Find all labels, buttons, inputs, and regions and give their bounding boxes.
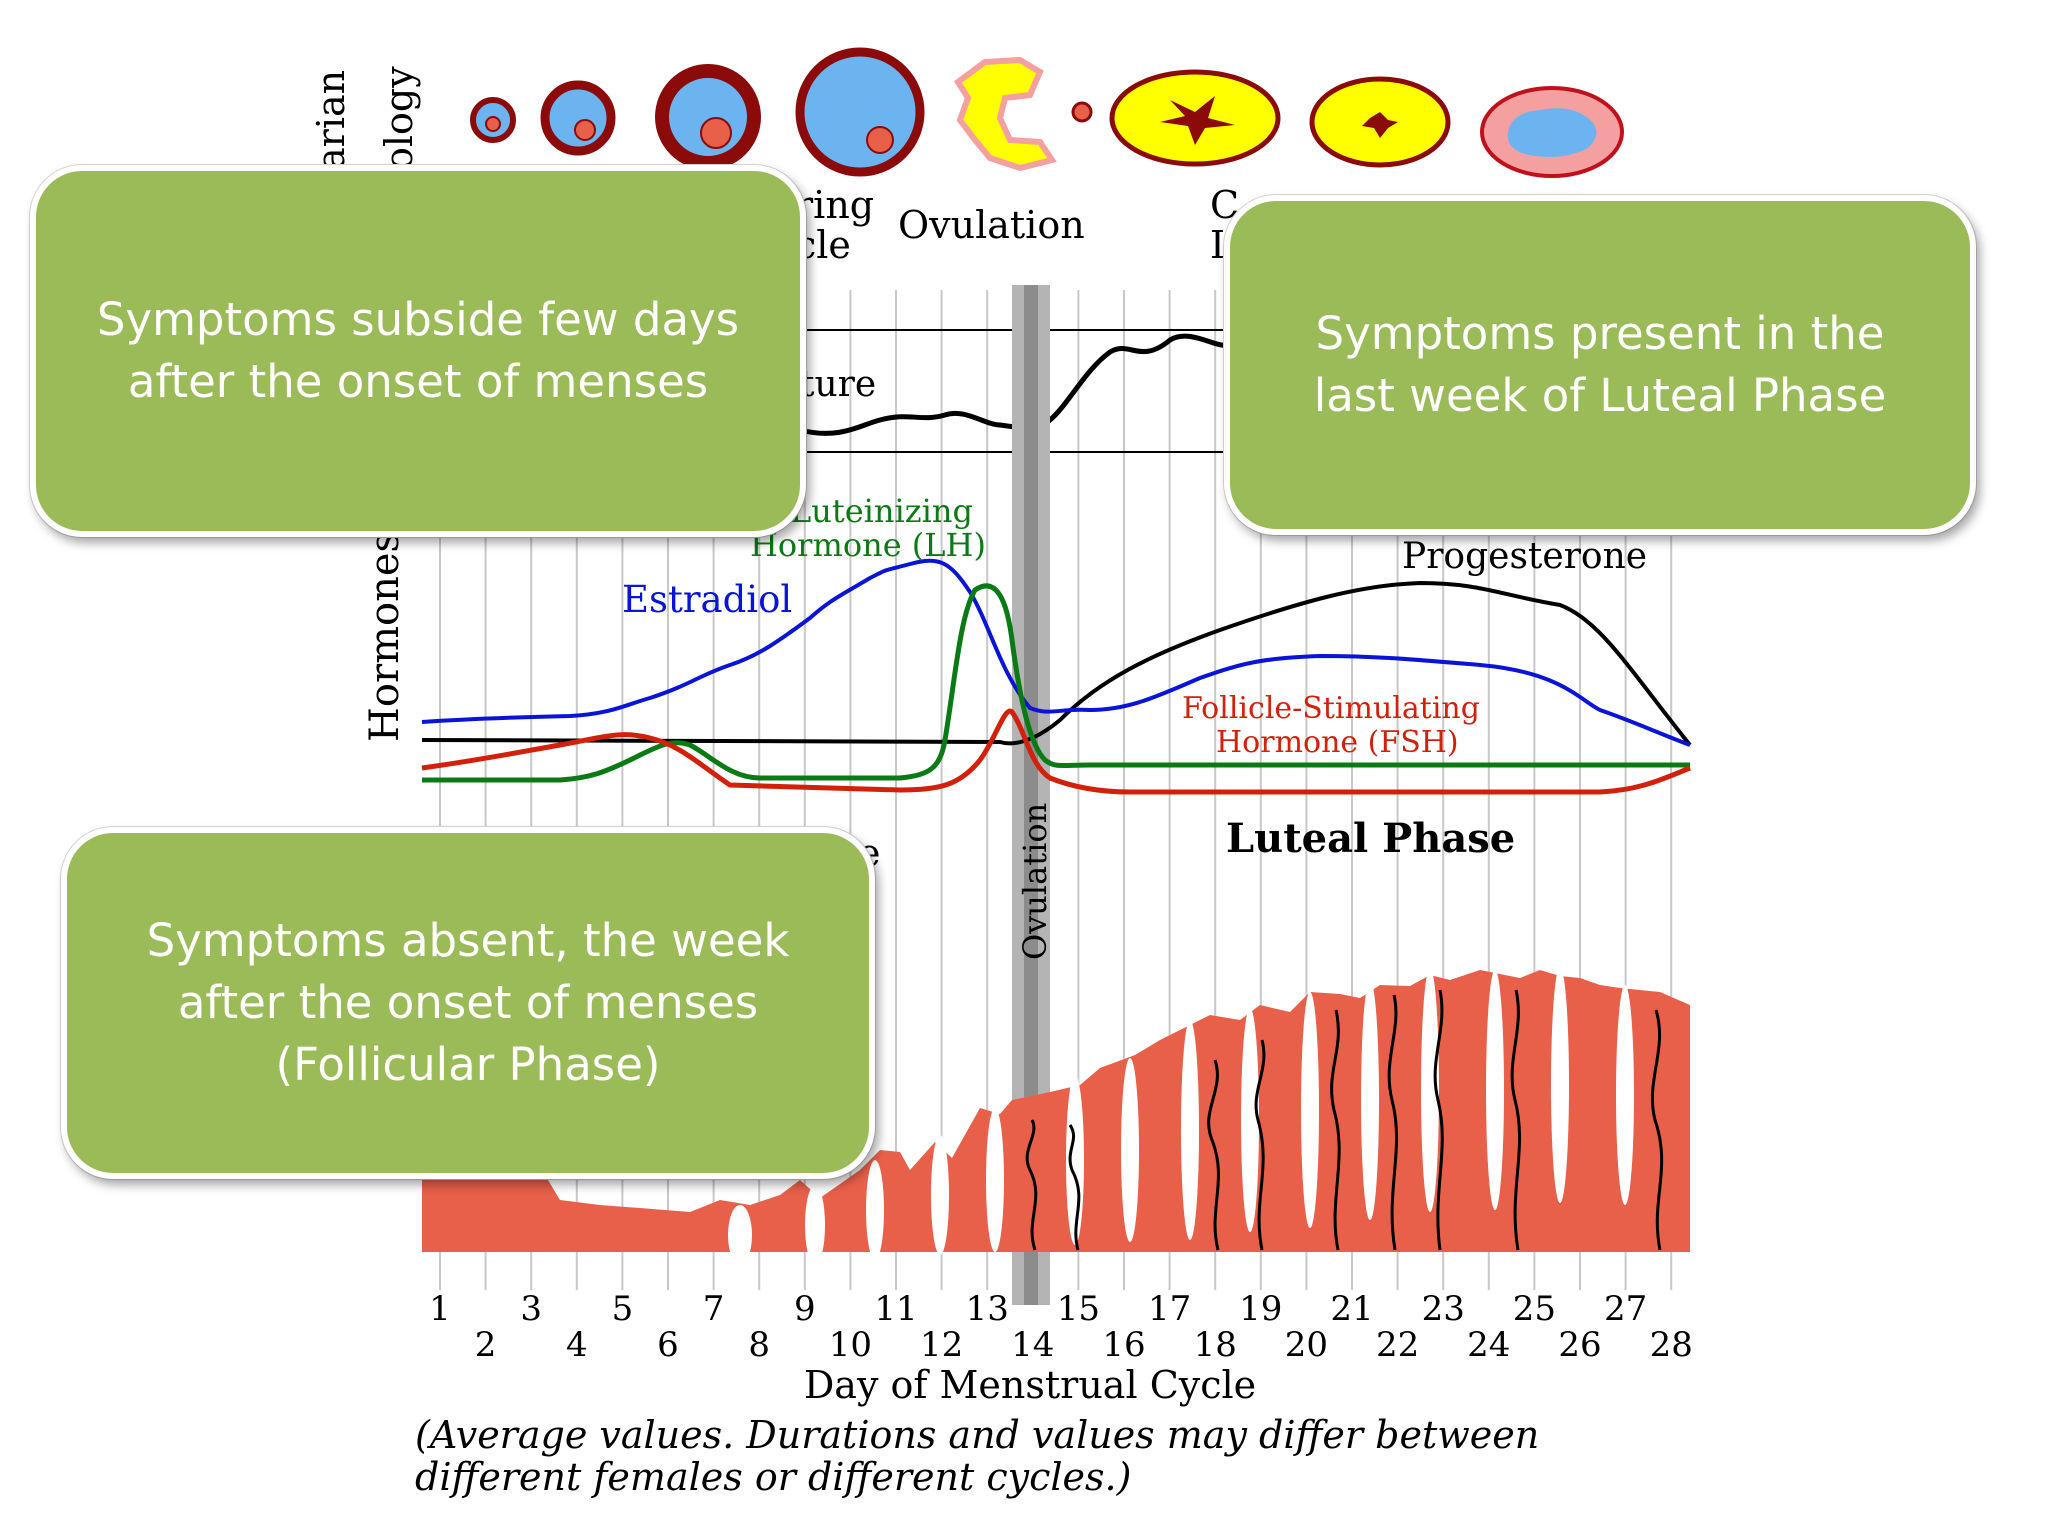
x-axis-tick-label: 17 bbox=[1148, 1289, 1191, 1329]
x-axis-tick-label: 3 bbox=[520, 1289, 542, 1329]
callout-symptoms-absent-text: Symptoms absent, the week after the onse… bbox=[146, 914, 790, 1091]
x-axis-tick-label: 7 bbox=[703, 1289, 725, 1329]
endometrium-glands bbox=[728, 967, 1634, 1265]
callout-symptoms-present: Symptoms present in the last week of Lut… bbox=[1224, 195, 1976, 535]
x-axis-tick-label: 5 bbox=[612, 1289, 634, 1329]
lh-label-2: Hormone (LH) bbox=[750, 526, 986, 564]
spiral-arteries bbox=[1025, 989, 1664, 1251]
x-axis-tick-label: 25 bbox=[1513, 1289, 1556, 1329]
footnote-line-2: different females or different cycles.) bbox=[415, 1455, 1131, 1499]
lh-label-1: Luteinizing bbox=[790, 492, 973, 530]
lh-curve bbox=[422, 583, 1690, 783]
estradiol-curve bbox=[421, 558, 1691, 747]
x-axis-tick-label: 12 bbox=[920, 1325, 963, 1365]
callout-symptoms-subside: Symptoms subside few days after the onse… bbox=[30, 165, 806, 537]
corpus-luteum-2 bbox=[1309, 76, 1451, 168]
x-axis-even-days: 2 4 6 8 10 12 14 16 18 20 22 24 26 28 bbox=[475, 1325, 1693, 1365]
follicle-stage-2 bbox=[540, 80, 616, 156]
x-axis-tick-label: 18 bbox=[1194, 1325, 1237, 1365]
x-axis-tick-label: 26 bbox=[1558, 1325, 1601, 1365]
hormones-axis-label: Hormones bbox=[362, 532, 408, 742]
x-axis-tick-label: 4 bbox=[566, 1325, 588, 1365]
ovulation-stage-label: Ovulation bbox=[898, 203, 1085, 247]
x-axis-tick-label: 9 bbox=[794, 1289, 816, 1329]
x-axis-tick-label: 24 bbox=[1467, 1325, 1510, 1365]
x-axis-tick-label: 21 bbox=[1330, 1289, 1373, 1329]
corpus-luteum-1 bbox=[1109, 69, 1281, 167]
fsh-curve bbox=[421, 708, 1691, 795]
progesterone-label: Progesterone bbox=[1402, 536, 1647, 577]
callout-symptoms-subside-text: Symptoms subside few days after the onse… bbox=[96, 293, 740, 408]
estradiol-label: Estradiol bbox=[622, 578, 792, 621]
x-axis-tick-label: 22 bbox=[1376, 1325, 1419, 1365]
fsh-label-1: Follicle-Stimulating bbox=[1182, 691, 1480, 726]
ovarian-label-1: arian bbox=[309, 70, 353, 170]
progesterone-curve bbox=[421, 580, 1692, 747]
x-axis-odd-days: 1 3 5 7 9 11 13 15 17 19 21 23 25 27 bbox=[429, 1289, 1647, 1329]
x-axis-tick-label: 13 bbox=[966, 1289, 1009, 1329]
follicle-stage-4 bbox=[795, 47, 925, 177]
follicle-stage-3 bbox=[655, 64, 761, 170]
ovulation-follicle bbox=[953, 56, 1093, 172]
luteal-phase-label: Luteal Phase bbox=[1226, 815, 1515, 862]
x-axis-tick-label: 20 bbox=[1285, 1325, 1328, 1365]
x-axis-tick-label: 6 bbox=[657, 1325, 679, 1365]
corpus-albicans bbox=[1480, 86, 1624, 178]
ovarian-stages bbox=[470, 47, 1624, 178]
callout-symptoms-absent: Symptoms absent, the week after the onse… bbox=[61, 827, 875, 1179]
fsh-label-2: Hormone (FSH) bbox=[1216, 725, 1459, 760]
x-axis-tick-label: 16 bbox=[1102, 1325, 1145, 1365]
x-axis-tick-label: 27 bbox=[1604, 1289, 1647, 1329]
x-axis-tick-label: 10 bbox=[829, 1325, 872, 1365]
x-axis-tick-label: 19 bbox=[1239, 1289, 1282, 1329]
follicle-stage-1 bbox=[470, 97, 516, 143]
callout-symptoms-present-text: Symptoms present in the last week of Lut… bbox=[1313, 307, 1887, 422]
x-axis-tick-label: 11 bbox=[874, 1289, 917, 1329]
maturing-label-1: ring bbox=[795, 183, 874, 227]
corpus-label-2: I bbox=[1210, 223, 1225, 267]
temperature-label: ture bbox=[800, 364, 876, 405]
x-axis-tick-label: 15 bbox=[1057, 1289, 1100, 1329]
footnote-line-1: (Average values. Durations and values ma… bbox=[415, 1413, 1539, 1457]
x-axis-tick-label: 2 bbox=[475, 1325, 497, 1365]
x-axis-tick-label: 23 bbox=[1422, 1289, 1465, 1329]
x-axis-tick-label: 28 bbox=[1650, 1325, 1693, 1365]
x-axis-tick-label: 14 bbox=[1011, 1325, 1054, 1365]
ovulation-vertical-label: Ovulation bbox=[1016, 803, 1054, 960]
x-axis-title: Day of Menstrual Cycle bbox=[804, 1363, 1256, 1407]
x-axis-tick-label: 8 bbox=[748, 1325, 770, 1365]
x-axis-tick-label: 1 bbox=[429, 1289, 451, 1329]
ovarian-label-2: ology bbox=[377, 66, 421, 170]
